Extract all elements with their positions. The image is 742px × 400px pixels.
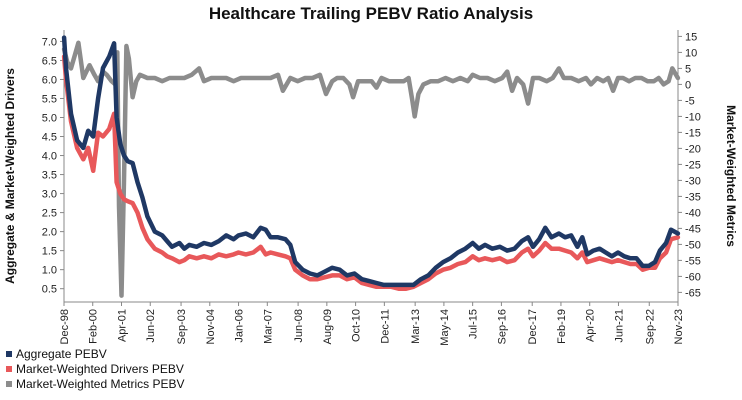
legend-label-aggregate: Aggregate PEBV: [16, 347, 107, 361]
x-tick-label: Sep-16: [496, 309, 508, 344]
right-tick-label: -25: [685, 159, 701, 171]
right-tick-label: 0: [685, 79, 691, 91]
legend-swatch-aggregate: [6, 351, 12, 357]
left-tick-label: 1.5: [42, 246, 57, 258]
x-tick-label: Feb-19: [556, 309, 568, 344]
right-tick-label: -65: [685, 287, 701, 299]
legend: Aggregate PEBV Market-Weighted Drivers P…: [6, 347, 185, 391]
x-tick-label: Jul-15: [468, 309, 480, 339]
left-tick-label: 7.0: [42, 36, 57, 48]
right-tick-label: -15: [685, 127, 701, 139]
right-tick-label: -35: [685, 191, 701, 203]
x-tick-label: Jun-08: [293, 309, 305, 343]
left-tick-label: 5.0: [42, 112, 57, 124]
x-tick-label: Aug-09: [322, 309, 334, 344]
right-tick-label: -45: [685, 223, 701, 235]
x-axis-ticks: Dec-98 Feb-00 Apr-01 Jun-02 Sep-03 Nov-04 Jan-…: [59, 302, 685, 346]
x-tick-label: Jun-21: [613, 309, 625, 343]
left-tick-label: 6.5: [42, 55, 57, 67]
right-tick-label: -20: [685, 143, 701, 155]
series-line-aggregate-pebv: [61, 35, 681, 288]
left-tick-label: 3.5: [42, 170, 57, 182]
right-axis-ticks: -65-60-55-50-45-40-35-30-25-20-15-10-505…: [678, 31, 701, 299]
series-line-market-weighted-drivers-pebv: [61, 54, 681, 291]
x-tick-label: Jun-02: [145, 309, 157, 343]
legend-label-drivers: Market-Weighted Drivers PEBV: [16, 362, 184, 376]
x-tick-label: Mar-07: [262, 309, 274, 344]
x-tick-label: Dec-11: [379, 309, 391, 344]
left-tick-label: 6.0: [42, 74, 57, 86]
legend-swatch-drivers: [6, 366, 12, 372]
x-tick-label: Sep-22: [644, 309, 656, 344]
x-tick-label: Apr-20: [585, 309, 597, 342]
right-tick-label: 15: [685, 31, 697, 43]
left-tick-label: 2.0: [42, 227, 57, 239]
left-tick-label: 5.5: [42, 93, 57, 105]
legend-label-metrics: Market-Weighted Metrics PEBV: [16, 377, 185, 391]
x-tick-label: May-14: [439, 309, 451, 346]
x-tick-label: Sep-03: [176, 309, 188, 344]
x-tick-label: Dec-98: [59, 309, 71, 344]
x-tick-label: Dec-17: [527, 309, 539, 344]
left-tick-label: 4.0: [42, 151, 57, 163]
legend-swatch-metrics: [6, 381, 12, 387]
right-tick-label: -40: [685, 207, 701, 219]
x-tick-label: Jan-06: [234, 309, 246, 343]
right-tick-label: -5: [685, 95, 695, 107]
x-tick-label: Nov-04: [205, 309, 217, 344]
right-tick-label: -10: [685, 111, 701, 123]
left-tick-label: 1.0: [42, 265, 57, 277]
right-tick-label: -30: [685, 175, 701, 187]
right-axis-title: Market-Weighted Metrics: [724, 105, 738, 247]
left-tick-label: 0.5: [42, 284, 57, 296]
x-tick-label: Feb-00: [88, 309, 100, 344]
x-tick-label: Nov-23: [673, 309, 685, 344]
left-axis-ticks: 0.5 1.0 1.5 2.0 2.5 3.0 3.5 4.0 4.5 5.0 5.5 6.0 6.5 7…: [42, 36, 64, 296]
series-line-market-weighted-metrics-pebv: [61, 40, 681, 298]
x-tick-label: Apr-01: [116, 309, 128, 342]
right-tick-label: 5: [685, 63, 691, 75]
x-tick-label: Oct-10: [351, 309, 363, 342]
right-tick-label: -60: [685, 271, 701, 283]
right-tick-label: -50: [685, 239, 701, 251]
left-axis-title: Aggregate & Market-Weighted Drivers: [3, 68, 17, 284]
series-lines: [61, 35, 681, 298]
right-tick-label: 10: [685, 47, 697, 59]
left-tick-label: 3.0: [42, 189, 57, 201]
left-tick-label: 4.5: [42, 132, 57, 144]
chart-title: Healthcare Trailing PEBV Ratio Analysis: [209, 4, 533, 23]
left-tick-label: 2.5: [42, 208, 57, 220]
x-tick-label: Mar-13: [410, 309, 422, 344]
right-tick-label: -55: [685, 255, 701, 267]
